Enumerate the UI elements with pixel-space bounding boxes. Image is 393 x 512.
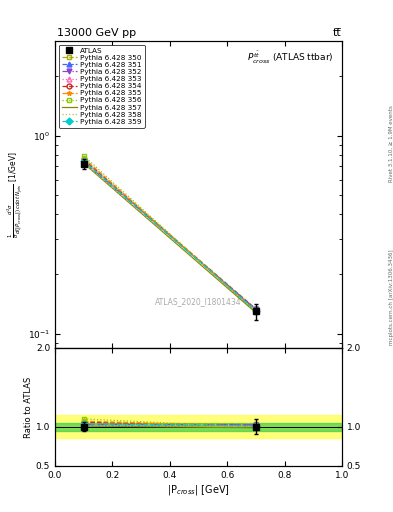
Bar [55, 422, 342, 431]
Pythia 6.428 359 [81, 158, 86, 164]
Pythia 6.428 359 [253, 308, 258, 314]
Pythia 6.428 350 [81, 157, 86, 163]
Pythia 6.428 355 [81, 155, 86, 161]
Line: Pythia 6.428 358: Pythia 6.428 358 [84, 163, 256, 311]
Pythia 6.428 352 [253, 306, 258, 312]
Line: Pythia 6.428 359: Pythia 6.428 359 [81, 159, 258, 313]
Pythia 6.428 356 [253, 309, 258, 315]
Line: Pythia 6.428 351: Pythia 6.428 351 [81, 160, 258, 312]
Legend: ATLAS, Pythia 6.428 350, Pythia 6.428 351, Pythia 6.428 352, Pythia 6.428 353, P: ATLAS, Pythia 6.428 350, Pythia 6.428 35… [59, 45, 145, 128]
Pythia 6.428 357 [253, 310, 258, 316]
Line: Pythia 6.428 357: Pythia 6.428 357 [84, 163, 256, 313]
Pythia 6.428 353 [81, 157, 86, 163]
Text: tt̅: tt̅ [333, 28, 342, 38]
Text: Rivet 3.1.10, ≥ 1.9M events: Rivet 3.1.10, ≥ 1.9M events [389, 105, 393, 182]
Line: Pythia 6.428 356: Pythia 6.428 356 [81, 154, 258, 314]
Pythia 6.428 353 [253, 307, 258, 313]
Pythia 6.428 356 [81, 153, 86, 159]
Pythia 6.428 350 [253, 306, 258, 312]
Pythia 6.428 358 [81, 160, 86, 166]
Line: Pythia 6.428 355: Pythia 6.428 355 [81, 156, 258, 314]
Pythia 6.428 357 [81, 160, 86, 166]
Pythia 6.428 352 [81, 158, 86, 164]
Text: $P^{t\bar{t}}_{cross}$ (ATLAS ttbar): $P^{t\bar{t}}_{cross}$ (ATLAS ttbar) [247, 50, 333, 67]
Pythia 6.428 351 [81, 159, 86, 165]
Y-axis label: $\frac{1}{\sigma}\frac{d^2\sigma}{d(|P_{cross}|)\,cdot\,N_{jets}}$ [1/GeV]: $\frac{1}{\sigma}\frac{d^2\sigma}{d(|P_{… [6, 151, 25, 238]
Pythia 6.428 354 [253, 308, 258, 314]
Pythia 6.428 354 [81, 156, 86, 162]
Line: Pythia 6.428 354: Pythia 6.428 354 [81, 157, 258, 313]
Bar [55, 415, 342, 438]
X-axis label: |P$_{cross}$| [GeV]: |P$_{cross}$| [GeV] [167, 482, 230, 497]
Text: mcplots.cern.ch [arXiv:1306.3436]: mcplots.cern.ch [arXiv:1306.3436] [389, 249, 393, 345]
Text: ATLAS_2020_I1801434: ATLAS_2020_I1801434 [155, 297, 242, 306]
Line: Pythia 6.428 352: Pythia 6.428 352 [81, 159, 258, 312]
Pythia 6.428 358 [253, 308, 258, 314]
Line: Pythia 6.428 353: Pythia 6.428 353 [81, 157, 258, 312]
Line: Pythia 6.428 350: Pythia 6.428 350 [81, 158, 258, 311]
Pythia 6.428 355 [253, 308, 258, 314]
Pythia 6.428 351 [253, 306, 258, 312]
Text: 13000 GeV pp: 13000 GeV pp [57, 28, 136, 38]
Y-axis label: Ratio to ATLAS: Ratio to ATLAS [24, 376, 33, 438]
